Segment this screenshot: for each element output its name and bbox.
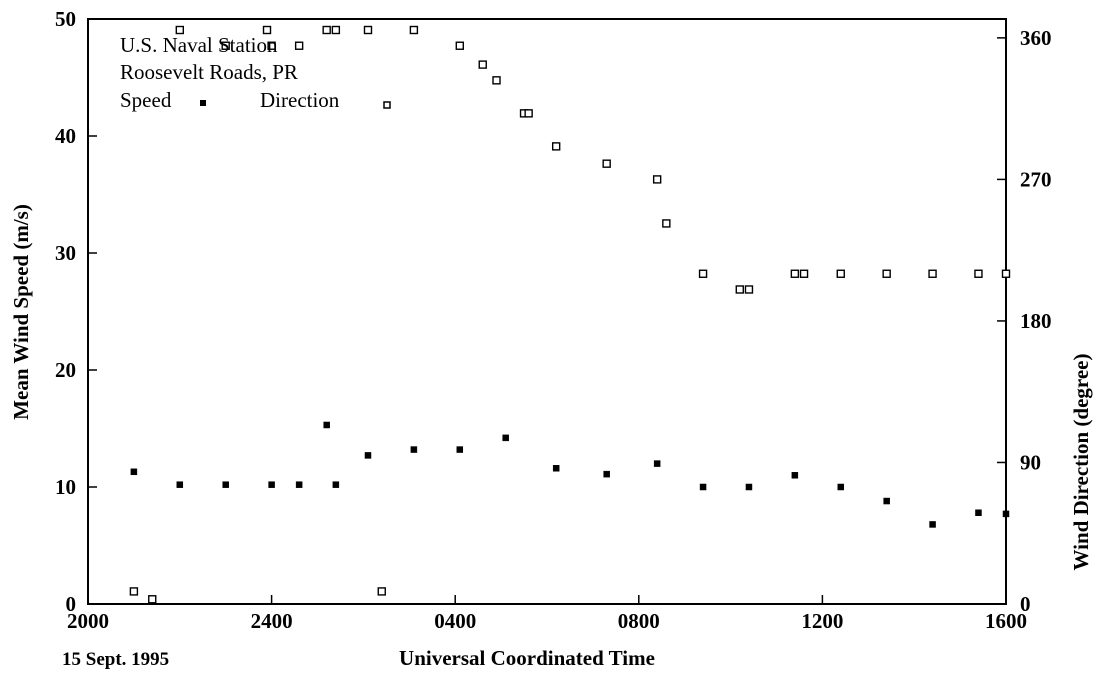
speed-point [295, 481, 303, 488]
legend-direction-label: Direction [260, 88, 340, 112]
ticks-layer: 2000 2400 0400 0800 1200 16000102030405009018… [55, 7, 1052, 633]
speed-point [975, 509, 982, 516]
y-right-tick-label: 0 [1020, 592, 1031, 616]
x-tick-label: 0800 [618, 609, 660, 633]
y-right-tick-label: 270 [1020, 167, 1052, 191]
direction-point [148, 595, 157, 604]
speed-point [456, 446, 464, 453]
direction-point [221, 41, 230, 50]
direction-point [698, 269, 708, 278]
direction-point [455, 41, 464, 50]
speed-point [502, 434, 509, 442]
direction-point [267, 41, 276, 50]
direction-point [662, 219, 671, 228]
speed-point [929, 521, 936, 528]
y-left-tick-label: 20 [55, 358, 76, 382]
x-tick-label: 1200 [801, 609, 843, 633]
direction-point [551, 142, 561, 151]
y-right-tick-label: 90 [1020, 450, 1041, 474]
speed-point [268, 481, 275, 488]
direction-point [175, 25, 185, 35]
direction-point [331, 25, 341, 35]
direction-point [836, 269, 845, 278]
x-axis-label: Universal Coordinated Time [399, 646, 655, 670]
speed-point [603, 470, 610, 478]
direction-point [524, 109, 533, 118]
y-left-tick-label: 30 [55, 241, 76, 265]
direction-point [735, 285, 744, 294]
date-label: 15 Sept. 1995 [62, 649, 169, 670]
direction-point [377, 587, 386, 596]
direction-point [294, 41, 304, 50]
direction-point [478, 60, 487, 69]
speed-point [332, 481, 340, 488]
speed-point [222, 481, 229, 488]
y-left-tick-label: 40 [55, 124, 76, 148]
y-left-axis-label: Mean Wind Speed (m/s) [9, 204, 33, 420]
direction-point [602, 159, 611, 168]
chart-title-line-1: U.S. Naval Station [120, 33, 278, 57]
direction-point [409, 25, 419, 35]
direction-point [1001, 269, 1011, 278]
points-layer [129, 25, 1011, 604]
y-right-tick-label: 360 [1020, 26, 1052, 50]
direction-point [262, 25, 272, 35]
direction-point [744, 285, 754, 294]
direction-point [928, 269, 937, 278]
speed-point [552, 465, 560, 472]
direction-point [492, 76, 501, 85]
speed-point [791, 472, 799, 479]
direction-point [322, 25, 331, 35]
speed-point [883, 497, 890, 505]
direction-point [363, 25, 373, 35]
legend-speed-marker [200, 100, 206, 106]
speed-point [837, 483, 845, 491]
direction-point [790, 269, 800, 278]
speed-point [1002, 510, 1010, 518]
direction-point [974, 269, 983, 278]
speed-point [364, 452, 372, 459]
speed-point [176, 481, 184, 488]
direction-point [882, 269, 891, 278]
y-left-tick-label: 50 [55, 7, 76, 31]
y-left-tick-label: 10 [55, 475, 76, 499]
x-tick-label: 1600 [985, 609, 1027, 633]
x-tick-label: 2400 [251, 609, 293, 633]
direction-point [799, 269, 809, 278]
speed-point [653, 460, 661, 467]
direction-point [129, 587, 139, 596]
y-right-tick-label: 180 [1020, 309, 1052, 333]
x-tick-label: 2000 [67, 609, 109, 633]
speed-point [745, 483, 753, 491]
chart-title-line-2: Roosevelt Roads, PR [120, 60, 298, 84]
x-tick-label: 0400 [434, 609, 476, 633]
legend-speed-label: Speed [120, 88, 172, 112]
speed-point [410, 446, 418, 453]
speed-point [323, 421, 330, 429]
y-right-axis-label: Wind Direction (degree) [1069, 354, 1093, 571]
legend-direction-marker [383, 101, 391, 109]
speed-point [699, 483, 707, 491]
plot-frame [87, 18, 1007, 605]
direction-point [652, 175, 662, 184]
speed-point [130, 468, 138, 476]
y-left-tick-label: 0 [66, 592, 77, 616]
